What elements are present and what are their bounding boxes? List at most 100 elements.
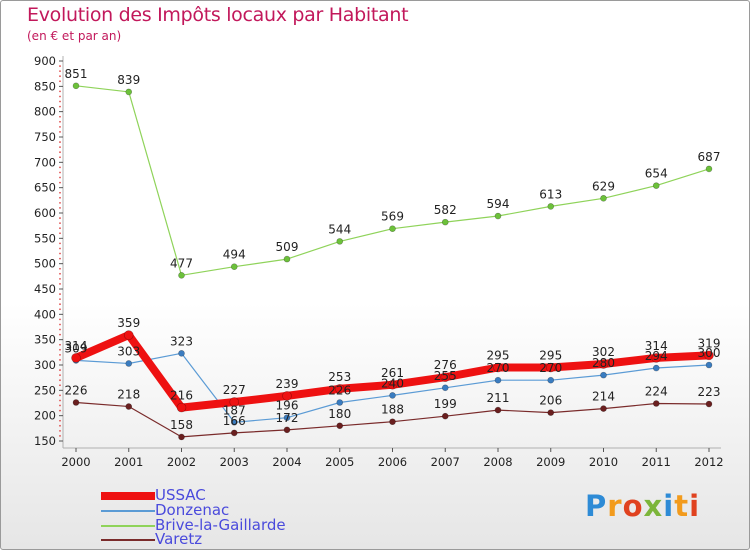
y-tick-label: 800 [34,105,56,119]
y-tick-label: 850 [34,79,56,93]
y-minor-tick [59,424,61,427]
data-label: 223 [698,385,721,399]
data-label: 594 [487,197,510,211]
data-point [547,409,555,416]
data-label: 199 [434,397,457,411]
data-label: 569 [381,210,404,224]
y-tick-label: 900 [34,54,56,68]
data-label: 158 [170,418,193,432]
data-point [494,212,502,220]
data-point [652,182,660,189]
data-label: 255 [434,369,457,383]
y-minor-tick [59,90,61,93]
data-label: 629 [592,179,615,193]
data-label: 196 [276,399,299,413]
x-tick-label: 2012 [694,455,723,469]
y-minor-tick [59,151,61,154]
data-point [705,400,713,408]
y-tick-label: 750 [34,130,56,144]
y-minor-tick [59,277,61,280]
x-tick-label: 2006 [378,455,407,469]
data-point [600,371,607,379]
x-tick-label: 2007 [431,455,460,469]
data-point [283,255,291,263]
logo-letter: o [622,489,644,523]
data-point [230,263,238,271]
legend-swatch-donzenac [101,509,155,512]
y-minor-tick [59,409,61,412]
data-label: 166 [223,414,246,428]
y-minor-tick [59,293,61,295]
y-tick-label: 400 [34,307,56,321]
data-label: 295 [487,349,510,363]
data-label: 494 [223,248,246,262]
y-minor-tick [59,232,61,235]
data-point [494,406,502,414]
y-minor-tick [59,120,61,123]
y-minor-tick [59,105,61,108]
data-point [178,350,185,357]
y-minor-tick [59,217,61,219]
data-point [493,362,503,373]
data-point [178,272,185,279]
data-point [230,418,238,426]
data-label: 302 [592,345,615,359]
y-minor-tick [59,323,61,326]
y-minor-tick [59,333,61,336]
proxiti-logo: Proxiti [585,489,700,523]
data-point [440,372,451,382]
data-point [230,429,238,437]
y-minor-tick [59,379,61,382]
logo-letter: P [585,489,608,523]
data-point [389,418,396,426]
chart-subtitle: (en € et par an) [27,29,122,43]
y-minor-tick [59,318,61,321]
data-label: 172 [276,411,299,425]
data-point [547,376,555,384]
data-label: 359 [117,316,140,330]
x-tick-label: 2005 [325,455,354,469]
data-label: 226 [328,383,351,397]
x-tick-label: 2003 [220,455,249,469]
data-point [336,238,344,245]
data-label: 270 [487,361,510,375]
logo-letter: r [607,489,623,523]
data-point [125,403,133,410]
legend-label-ussac: USSAC [155,486,206,504]
y-minor-tick [59,95,61,98]
data-point [600,405,607,412]
y-minor-tick [59,435,61,437]
legend-swatch-brive [101,524,155,527]
logo-letter: x [643,489,664,523]
y-minor-tick [59,394,61,397]
data-label: 294 [645,349,668,363]
x-tick-label: 2002 [167,455,196,469]
x-tick-label: 2001 [114,455,143,469]
x-tick-label: 2010 [589,455,618,469]
y-tick-label: 300 [34,358,56,372]
y-minor-tick [59,125,61,128]
data-label: 211 [487,391,510,405]
data-label: 654 [645,167,668,181]
y-minor-tick [59,308,61,311]
y-minor-tick [59,227,61,230]
y-minor-tick [59,75,61,78]
y-tick-label: 650 [34,181,56,195]
data-label: 216 [170,389,193,403]
y-minor-tick [59,80,61,83]
data-label: 851 [65,67,88,81]
data-point [176,402,187,413]
y-minor-tick [59,247,61,250]
data-point [71,353,81,363]
y-minor-tick [59,141,61,143]
data-label: 477 [170,256,193,270]
y-tick-label: 550 [34,231,56,245]
y-tick-label: 450 [34,282,56,296]
y-minor-tick [59,419,61,422]
chart-title: Evolution des Impôts locaux par Habitant [27,4,409,26]
data-label: 582 [434,203,457,217]
y-tick-label: 700 [34,155,56,169]
y-tick-label: 150 [34,434,56,448]
data-label: 303 [117,344,140,358]
data-point [387,379,398,390]
